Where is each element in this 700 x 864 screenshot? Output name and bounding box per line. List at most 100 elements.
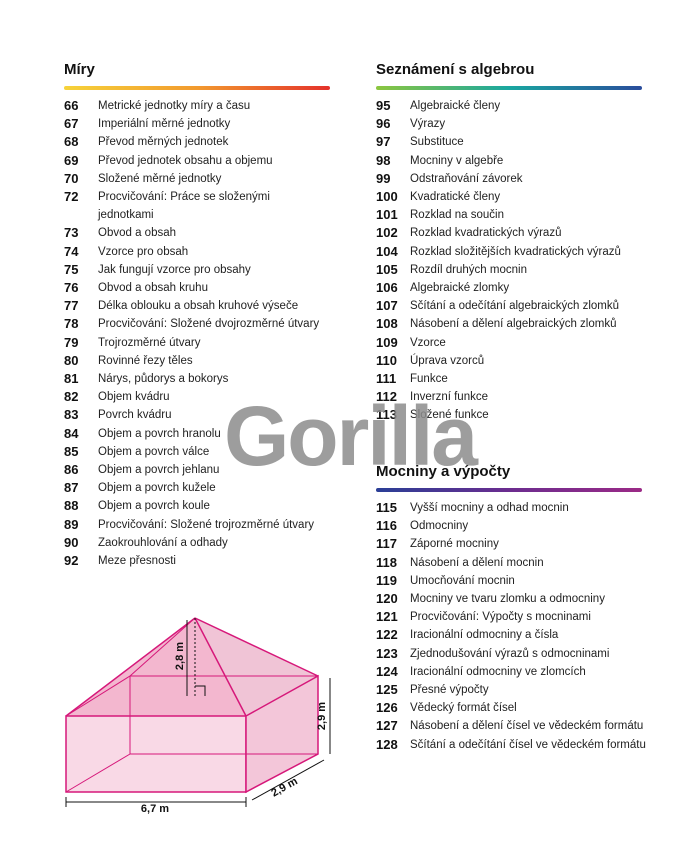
- page-number: 70: [64, 170, 79, 186]
- page-number: 68: [64, 134, 79, 150]
- entry-title: Vzorce: [410, 336, 446, 349]
- section-rule: [64, 86, 330, 90]
- entry-title: Sčítání a odečítání čísel ve vědeckém fo…: [410, 738, 646, 751]
- page-number: 106: [376, 280, 398, 295]
- page-number: 122: [376, 627, 398, 643]
- entry-title: Objem a povrch kužele: [98, 482, 216, 495]
- page-number: 117: [376, 536, 397, 552]
- page-number: 127: [376, 718, 398, 734]
- entry-title: Rovinné řezy těles: [98, 354, 193, 367]
- entry-title: Rozklad na součin: [410, 209, 504, 222]
- entry-title: Meze přesnosti: [98, 555, 176, 567]
- entry-title: Objem kvádru: [98, 391, 170, 404]
- page-number: 66: [64, 98, 79, 113]
- entry-title: Převod jednotek obsahu a objemu: [98, 154, 273, 167]
- dimension-label: 2,9 m: [269, 775, 300, 799]
- entry-title: Imperiální měrné jednotky: [98, 118, 231, 131]
- entry-title: Inverzní funkce: [410, 391, 488, 404]
- entry-title: Obvod a obsah: [98, 227, 177, 240]
- entry-title: Výrazy: [410, 118, 446, 131]
- entry-title: Rozdíl druhých mocnin: [410, 263, 527, 276]
- watermark: Gorilla: [223, 389, 478, 483]
- page-number: 85: [64, 443, 79, 459]
- entry-title: Procvičování: Výpočty s mocninami: [410, 611, 591, 624]
- page-number: 87: [64, 480, 79, 496]
- page-number: 113: [376, 407, 397, 423]
- entry-title: Procvičování: Složené dvojrozměrné útvar…: [98, 318, 320, 331]
- entry-title: Zaokrouhlování a odhady: [98, 536, 228, 549]
- section-rule: [376, 86, 642, 90]
- entry-title: Umocňování mocnin: [410, 574, 515, 587]
- entry-title: Převod měrných jednotek: [98, 136, 229, 149]
- entry-title: Složené funkce: [410, 409, 489, 422]
- entry-title: Odmocniny: [410, 520, 469, 533]
- entry-title: Substituce: [410, 136, 464, 149]
- page-number: 118: [376, 554, 397, 570]
- page-number: 96: [376, 116, 391, 132]
- entry-title: Kvadratické členy: [410, 191, 501, 203]
- page-number: 125: [376, 682, 398, 697]
- page-number: 120: [376, 591, 398, 606]
- page-number: 67: [64, 116, 79, 132]
- page-number: 107: [376, 298, 398, 314]
- entry-title: Vyšší mocniny a odhad mocnin: [410, 502, 569, 514]
- entry-title: Procvičování: Složené trojrozměrné útvar…: [98, 518, 315, 531]
- page-number: 86: [64, 462, 79, 477]
- page-number: 109: [376, 334, 398, 350]
- page-number: 74: [64, 243, 79, 259]
- page-number: 72: [64, 189, 79, 204]
- entry-title: Jak fungují vzorce pro obsahy: [98, 263, 251, 276]
- page-number: 126: [376, 700, 398, 716]
- section-title: Míry: [64, 61, 95, 78]
- entry-title: Rozklad kvadratických výrazů: [410, 227, 562, 240]
- dimension-label: 2,8 m: [174, 642, 186, 670]
- page-number: 123: [376, 645, 398, 661]
- page-number: 128: [376, 736, 398, 752]
- entry-title: Iracionální odmocniny ve zlomcích: [410, 665, 586, 678]
- entry-title: Objem a povrch koule: [98, 500, 210, 513]
- page-number: 81: [64, 371, 79, 386]
- dimension-label: 2,9 m: [316, 702, 328, 730]
- entry-title: Sčítání a odečítání algebraických zlomků: [410, 300, 620, 313]
- entry-title: Přesné výpočty: [410, 684, 489, 696]
- entry-title: Metrické jednotky míry a času: [98, 100, 251, 112]
- section-rule: [376, 488, 642, 492]
- section-title: Seznámení s algebrou: [376, 61, 535, 78]
- page-number: 95: [376, 98, 391, 113]
- page-number: 97: [376, 134, 391, 150]
- page-number: 88: [64, 498, 79, 514]
- dimension-label: 6,7 m: [141, 803, 169, 815]
- entry-title: Objem a povrch jehlanu: [98, 464, 220, 476]
- entry-title: Násobení a dělení algebraických zlomků: [410, 318, 617, 331]
- entry-title: Objem a povrch válce: [98, 445, 210, 458]
- page-number: 73: [64, 225, 79, 241]
- page-number: 112: [376, 389, 397, 405]
- page-number: 108: [376, 316, 398, 332]
- page-number: 101: [376, 207, 398, 223]
- page-number: 104: [376, 243, 398, 259]
- page-number: 80: [64, 352, 79, 368]
- entry-title: Vědecký formát čísel: [410, 702, 517, 715]
- entry-title: Povrch kvádru: [98, 409, 172, 422]
- entry-title: Záporné mocniny: [410, 538, 499, 551]
- page-number: 110: [376, 352, 397, 368]
- page-number: 124: [376, 663, 398, 679]
- page-number: 119: [376, 572, 397, 588]
- page-number: 84: [64, 425, 79, 441]
- page-number: 82: [64, 389, 79, 405]
- section-title: Mocniny a výpočty: [376, 463, 511, 480]
- page-number: 77: [64, 298, 79, 314]
- page-number: 92: [64, 553, 79, 568]
- page-number: 98: [376, 152, 391, 168]
- page-number: 79: [64, 334, 79, 350]
- entry-title: Iracionální odmocniny a čísla: [410, 629, 559, 642]
- page-number: 90: [64, 534, 79, 550]
- entry-title: Zjednodušování výrazů s odmocninami: [410, 647, 610, 660]
- entry-title: jednotkami: [98, 209, 154, 222]
- entry-title: Délka oblouku a obsah kruhové výseče: [98, 300, 299, 313]
- page-number: 83: [64, 407, 79, 423]
- entry-title: Algebraické zlomky: [410, 282, 510, 294]
- entry-title: Mocniny ve tvaru zlomku a odmocniny: [410, 593, 605, 605]
- entry-title: Vzorce pro obsah: [98, 245, 189, 258]
- entry-title: Algebraické členy: [410, 100, 501, 112]
